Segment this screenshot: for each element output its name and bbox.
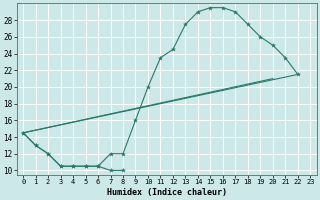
X-axis label: Humidex (Indice chaleur): Humidex (Indice chaleur) bbox=[107, 188, 227, 197]
